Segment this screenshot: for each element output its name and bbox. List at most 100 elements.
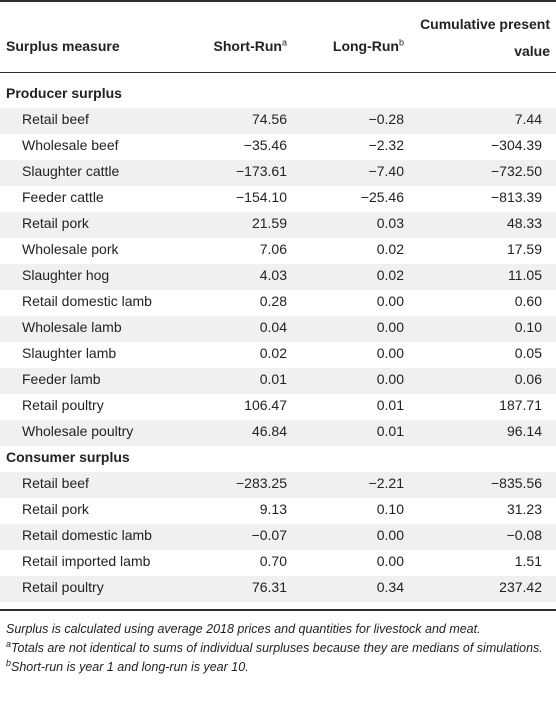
short-run-value: 0.02 — [259, 345, 287, 361]
table-row: Feeder cattle −154.10 −25.46 −813.39 — [0, 186, 556, 212]
note-b: bShort-run is year 1 and long-run is yea… — [6, 657, 249, 674]
row-label: Retail domestic lamb — [22, 527, 152, 543]
row-label: Retail imported lamb — [22, 553, 151, 569]
table-row: Wholesale beef −35.46 −2.32 −304.39 — [0, 134, 556, 160]
long-run-value: 0.10 — [376, 501, 404, 517]
cumulative-value: −813.39 — [491, 189, 542, 205]
section-title: Consumer surplus — [6, 449, 130, 465]
cumulative-value: −0.08 — [506, 527, 542, 543]
short-run-value: −154.10 — [236, 189, 287, 205]
header-long-run: Long-Runb — [332, 37, 404, 54]
table-top-rule — [0, 0, 556, 2]
row-label: Slaughter hog — [22, 267, 110, 283]
cumulative-value: 0.05 — [514, 345, 542, 361]
short-run-value: 4.03 — [259, 267, 287, 283]
long-run-value: 0.03 — [376, 215, 404, 231]
short-run-value: 0.04 — [259, 319, 287, 335]
note-main: Surplus is calculated using average 2018… — [6, 622, 481, 636]
cumulative-value: −304.39 — [491, 137, 542, 153]
table-row: Wholesale poultry 46.84 0.01 96.14 — [0, 420, 556, 446]
row-label: Retail pork — [22, 215, 89, 231]
table-row: Wholesale lamb 0.04 0.00 0.10 — [0, 316, 556, 342]
section-header: Producer surplus — [0, 82, 556, 108]
cumulative-value: 0.60 — [514, 293, 542, 309]
cumulative-value: 48.33 — [506, 215, 542, 231]
long-run-value: 0.01 — [376, 397, 404, 413]
table-row: Slaughter hog 4.03 0.02 11.05 — [0, 264, 556, 290]
cumulative-value: −835.56 — [491, 475, 542, 491]
row-label: Retail poultry — [22, 397, 104, 413]
row-label: Retail pork — [22, 501, 89, 517]
short-run-value: 46.84 — [251, 423, 287, 439]
cumulative-value: 1.51 — [514, 553, 542, 569]
row-label: Wholesale lamb — [22, 319, 122, 335]
row-label: Feeder cattle — [22, 189, 104, 205]
long-run-value: −2.32 — [368, 137, 404, 153]
long-run-value: −7.40 — [368, 163, 404, 179]
long-run-value: 0.00 — [376, 553, 404, 569]
short-run-value: 9.13 — [259, 501, 287, 517]
short-run-value: 21.59 — [251, 215, 287, 231]
long-run-value: 0.00 — [376, 345, 404, 361]
short-run-value: −0.07 — [251, 527, 287, 543]
long-run-value: 0.02 — [376, 241, 404, 257]
table-row: Retail pork 21.59 0.03 48.33 — [0, 212, 556, 238]
row-label: Retail beef — [22, 111, 89, 127]
header-short-run: Short-Runa — [213, 37, 287, 54]
long-run-value: 0.00 — [376, 371, 404, 387]
short-run-value: 7.06 — [259, 241, 287, 257]
row-label: Wholesale poultry — [22, 423, 134, 439]
cumulative-value: 0.10 — [514, 319, 542, 335]
table-row: Retail domestic lamb 0.28 0.00 0.60 — [0, 290, 556, 316]
short-run-value: 106.47 — [244, 397, 287, 413]
header-cumulative-present-value: Cumulative present value — [420, 16, 550, 59]
table-row: Retail domestic lamb −0.07 0.00 −0.08 — [0, 524, 556, 550]
cumulative-value: 7.44 — [514, 111, 542, 127]
header-rule — [0, 72, 556, 73]
long-run-value: −25.46 — [360, 189, 404, 205]
table-row: Retail pork 9.13 0.10 31.23 — [0, 498, 556, 524]
row-label: Retail poultry — [22, 579, 104, 595]
row-label: Wholesale beef — [22, 137, 119, 153]
row-label: Retail beef — [22, 475, 89, 491]
table-bottom-rule — [0, 609, 556, 611]
row-label: Slaughter lamb — [22, 345, 117, 361]
long-run-value: −0.28 — [368, 111, 404, 127]
short-run-value: 0.70 — [259, 553, 287, 569]
table-row: Slaughter cattle −173.61 −7.40 −732.50 — [0, 160, 556, 186]
table-row: Retail poultry 76.31 0.34 237.42 — [0, 576, 556, 602]
short-run-value: −283.25 — [236, 475, 287, 491]
section-title: Producer surplus — [6, 85, 122, 101]
short-run-value: 76.31 — [251, 579, 287, 595]
long-run-value: 0.00 — [376, 527, 404, 543]
cumulative-value: −732.50 — [491, 163, 542, 179]
short-run-value: 0.01 — [259, 371, 287, 387]
short-run-value: 0.28 — [259, 293, 287, 309]
table-body: Producer surplus Retail beef 74.56 −0.28 7.4… — [0, 82, 556, 602]
cumulative-value: 237.42 — [499, 579, 542, 595]
table-notes: Surplus is calculated using average 2018… — [6, 620, 551, 677]
cumulative-value: 0.06 — [514, 371, 542, 387]
footnote-mark-b: b — [398, 37, 404, 48]
table-row: Retail imported lamb 0.70 0.00 1.51 — [0, 550, 556, 576]
cumulative-value: 17.59 — [506, 241, 542, 257]
footnote-mark-a: a — [281, 37, 287, 48]
table-row: Slaughter lamb 0.02 0.00 0.05 — [0, 342, 556, 368]
row-label: Wholesale pork — [22, 241, 119, 257]
header-surplus-measure: Surplus measure — [6, 38, 120, 54]
table-row: Retail beef −283.25 −2.21 −835.56 — [0, 472, 556, 498]
row-label: Slaughter cattle — [22, 163, 120, 179]
row-label: Retail domestic lamb — [22, 293, 152, 309]
cumulative-value: 31.23 — [506, 501, 542, 517]
note-a: aTotals are not identical to sums of ind… — [6, 638, 543, 655]
cumulative-value: 187.71 — [499, 397, 542, 413]
long-run-value: 0.00 — [376, 319, 404, 335]
long-run-value: −2.21 — [368, 475, 404, 491]
section-header: Consumer surplus — [0, 446, 556, 472]
table-row: Retail beef 74.56 −0.28 7.44 — [0, 108, 556, 134]
table-row: Feeder lamb 0.01 0.00 0.06 — [0, 368, 556, 394]
cumulative-value: 96.14 — [506, 423, 542, 439]
short-run-value: −35.46 — [243, 137, 287, 153]
long-run-value: 0.00 — [376, 293, 404, 309]
short-run-value: −173.61 — [236, 163, 287, 179]
